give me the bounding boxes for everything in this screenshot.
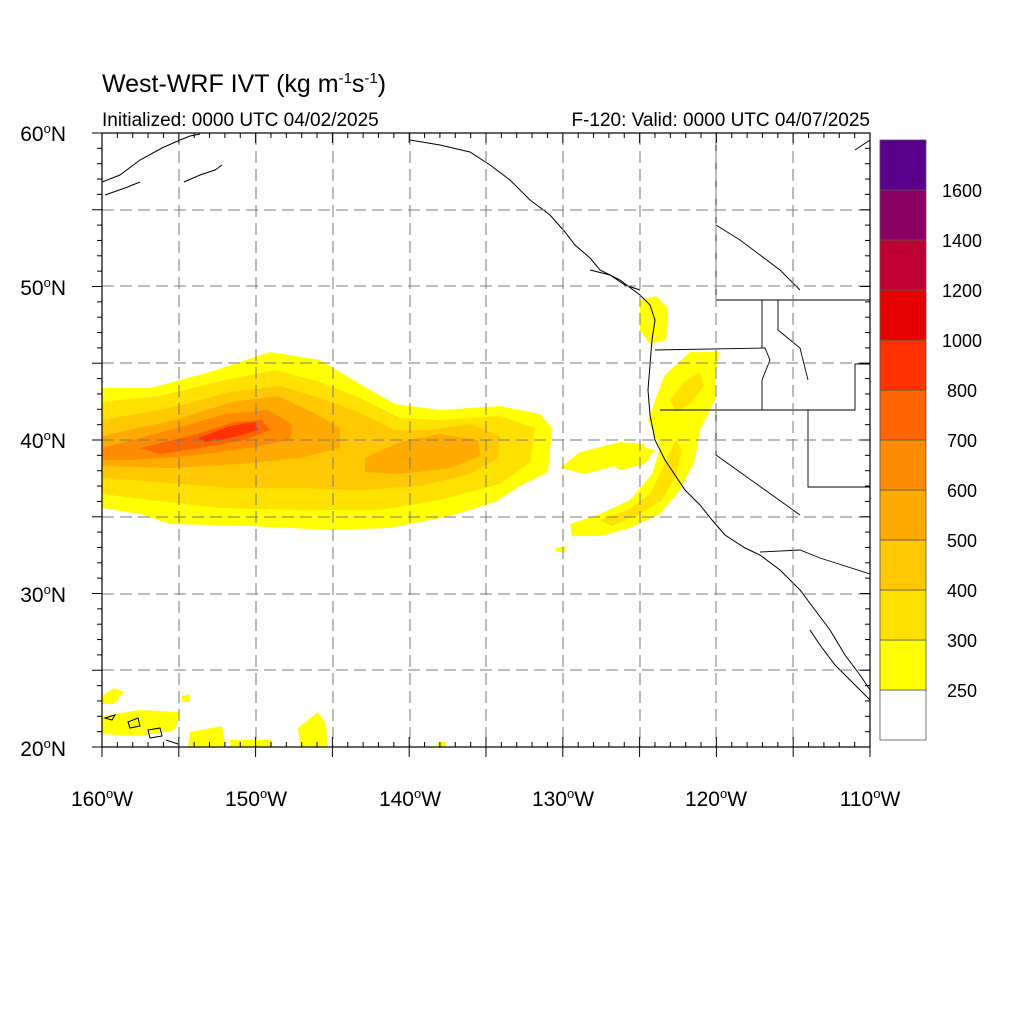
lat-label-50: 50oN [20,275,66,300]
colorbar-swatch [879,189,927,241]
central-pacific-plume [102,352,552,530]
colorbar-label: 250 [947,681,977,701]
ivt-field [102,296,720,747]
lon-label-110: 110oW [840,786,901,811]
lon-label-140: 140oW [379,786,441,811]
colorbar-label: 1200 [942,281,982,301]
chart-title: West-WRF IVT (kg m-1s-1) [102,70,387,98]
colorbar-label: 1600 [942,181,982,201]
valid-time-label: F-120: Valid: 0000 UTC 04/07/2025 [571,110,870,131]
axis-ticks [92,132,871,757]
longitude-labels: 160oW 150oW 140oW 130oW 120oW 110oW [71,786,901,811]
lat-label-30: 30oN [20,582,66,607]
lat-label-60: 60oN [20,121,66,146]
colorbar-swatch [879,539,927,591]
colorbar-swatch [879,339,927,391]
initialized-label: Initialized: 0000 UTC 04/02/2025 [102,110,379,131]
lon-label-130: 130oW [532,786,594,811]
colorbar-swatch [879,439,927,491]
graticule [102,133,870,747]
colorbar-label: 800 [947,381,977,401]
colorbar-swatch [879,589,927,641]
colorbar: 250 300 400 500 600 700 800 1000 1200 1400 1600 [879,139,982,741]
colorbar-swatch [879,239,927,291]
lon-label-150: 150oW [225,786,287,811]
colorbar-label: 400 [947,581,977,601]
lat-label-20: 20oN [20,736,66,761]
state-borders [654,133,870,575]
lon-label-160: 160oW [71,786,133,811]
colorbar-label: 500 [947,531,977,551]
colorbar-swatch [879,489,927,541]
lat-label-40: 40oN [20,428,66,453]
colorbar-swatch [879,139,927,191]
hawaii-patches [102,546,566,747]
colorbar-label: 1400 [942,231,982,251]
colorbar-label: 1000 [942,331,982,351]
colorbar-swatch [879,289,927,341]
colorbar-swatch [879,389,927,441]
colorbar-swatch [879,639,927,691]
colorbar-label: 300 [947,631,977,651]
colorbar-swatch [879,689,927,741]
coastal-bands [560,296,720,536]
colorbar-label: 600 [947,481,977,501]
latitude-labels: 60oN 50oN 40oN 30oN 20oN [20,121,66,761]
colorbar-label: 700 [947,431,977,451]
lon-label-120: 120oW [685,786,747,811]
